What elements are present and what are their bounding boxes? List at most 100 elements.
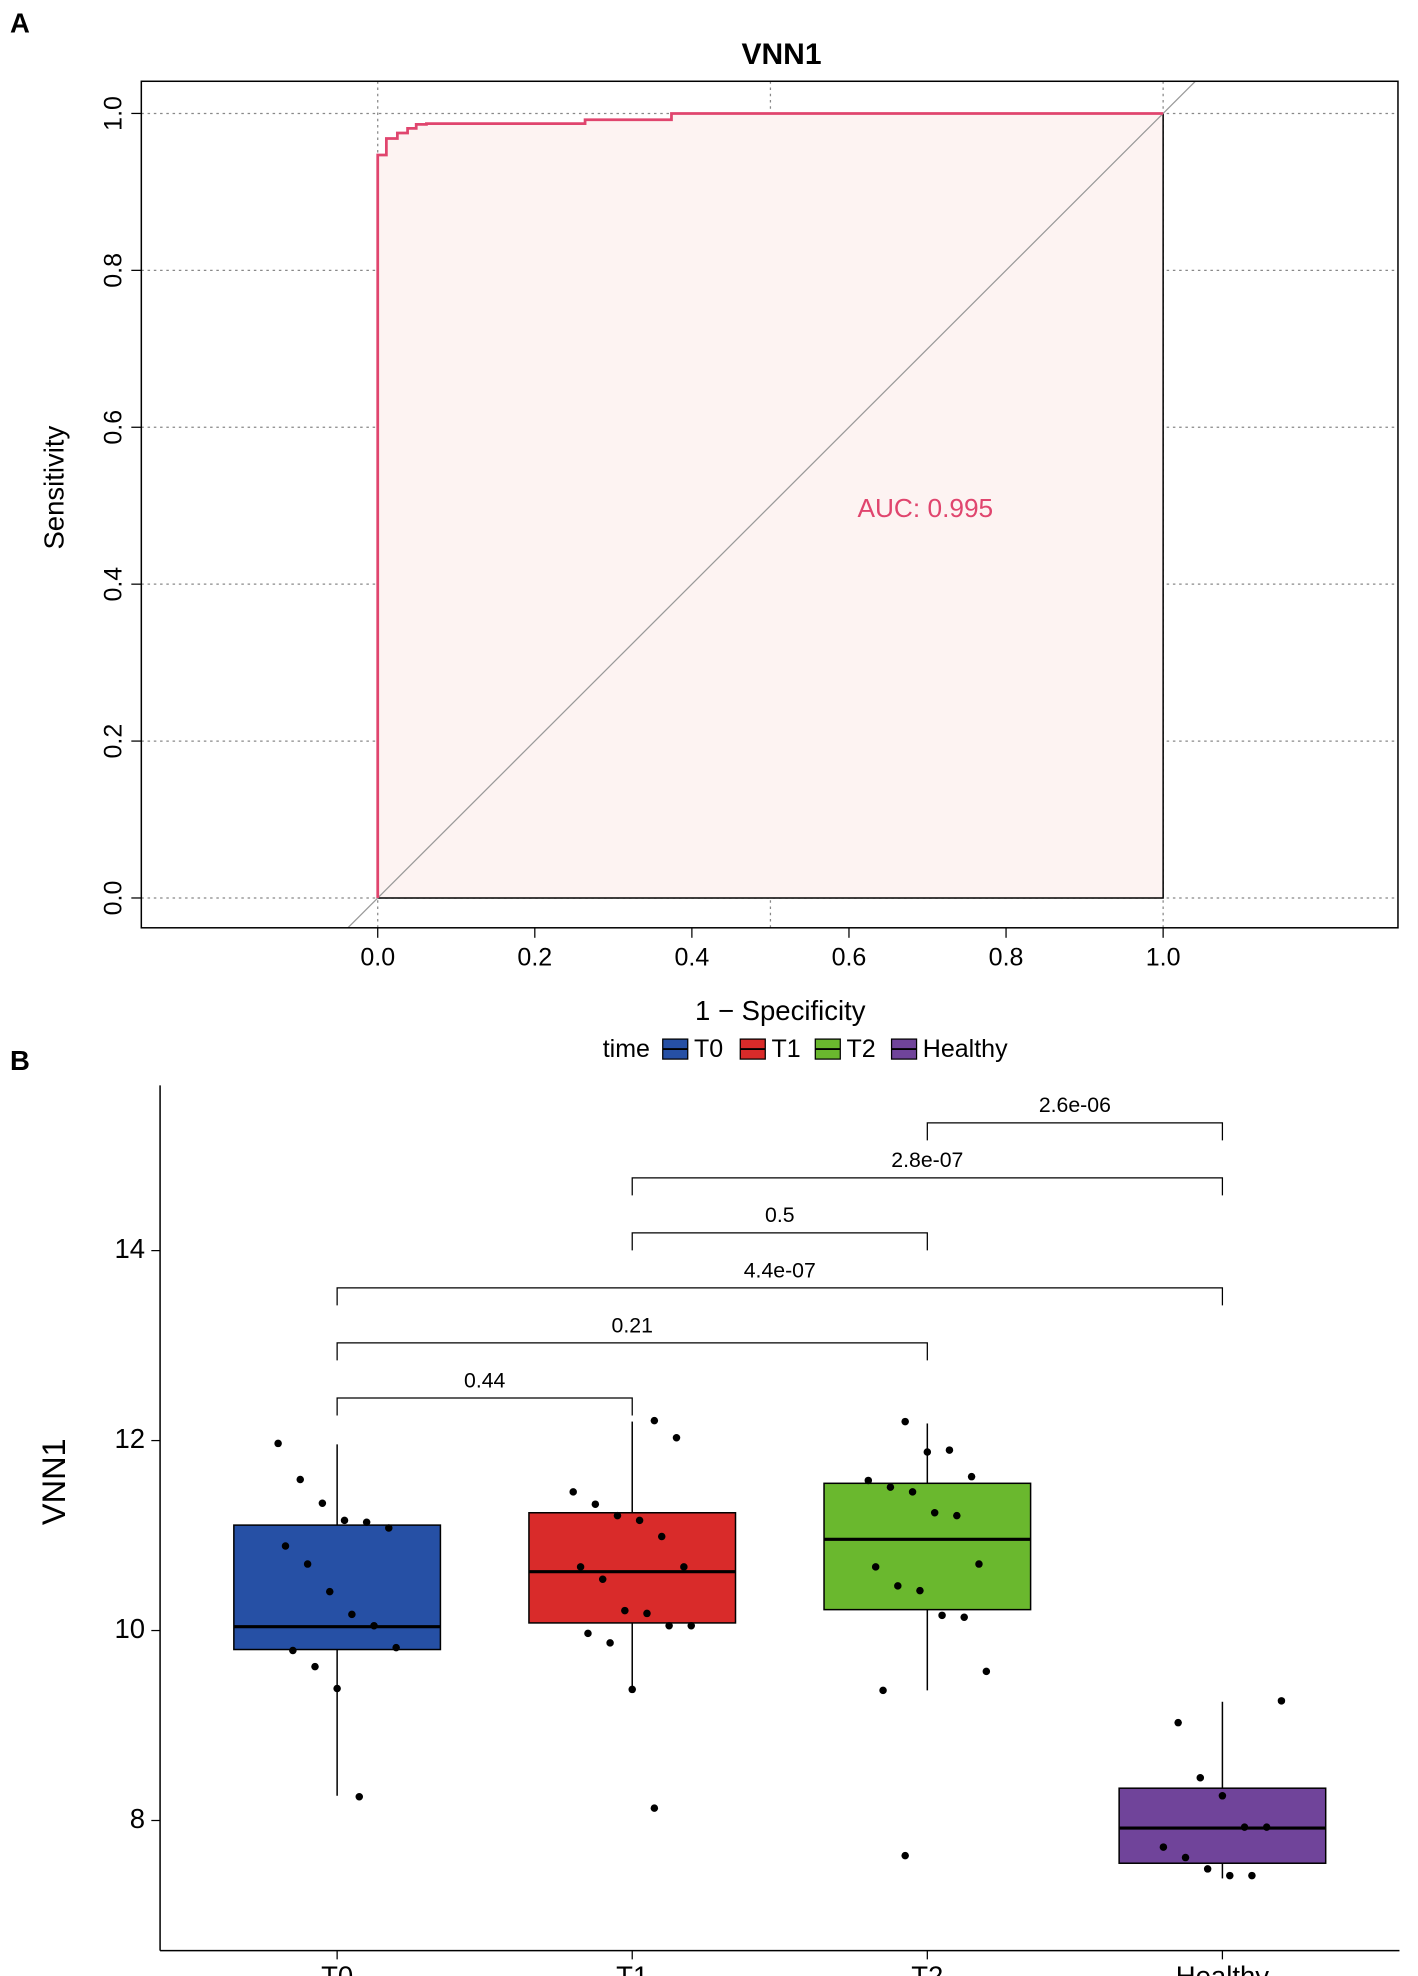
reference-diagonal	[347, 80, 1196, 929]
plot-frame	[140, 80, 1399, 929]
y-tick-label: 0.4	[100, 567, 128, 602]
panel-label: A	[10, 7, 30, 38]
data-point	[916, 1586, 924, 1595]
data-point	[591, 1500, 600, 1508]
y-tick-label: 0.8	[100, 253, 128, 288]
data-point	[1218, 1792, 1227, 1800]
data-point	[370, 1622, 378, 1630]
roc-line	[376, 112, 1164, 898]
legend-label: T1	[772, 1035, 801, 1063]
p-value-label: 2.6e-06	[1039, 1093, 1111, 1117]
data-point	[967, 1472, 976, 1481]
data-point	[650, 1416, 659, 1425]
annotation: AUC: 0.995	[857, 493, 993, 523]
x-tick-label: T0	[321, 1960, 353, 1976]
data-point	[886, 1483, 895, 1491]
data-point	[318, 1499, 327, 1508]
data-point	[1196, 1774, 1205, 1782]
y-tick-label: 12	[114, 1423, 145, 1454]
y-axis-label: VNN1	[36, 1438, 72, 1525]
data-point	[1181, 1853, 1190, 1862]
data-point	[901, 1417, 909, 1426]
x-tick-label: 0.0	[360, 944, 395, 972]
data-point	[296, 1475, 304, 1484]
data-point	[687, 1622, 695, 1630]
y-tick-label: 14	[114, 1233, 145, 1264]
data-point	[303, 1560, 312, 1568]
p-value-label: 0.21	[612, 1313, 653, 1337]
data-point	[901, 1851, 909, 1860]
data-point	[930, 1509, 939, 1517]
data-point	[613, 1511, 622, 1520]
box	[233, 1524, 442, 1651]
data-point	[362, 1518, 371, 1527]
data-point	[1226, 1871, 1234, 1880]
data-point	[908, 1488, 917, 1496]
data-point	[621, 1606, 629, 1615]
data-point	[1174, 1718, 1182, 1727]
data-point	[672, 1433, 681, 1442]
x-tick-label: Healthy	[1176, 1960, 1269, 1976]
x-axis-label: 1 − Specificity	[695, 995, 866, 1026]
legend-title: time	[603, 1035, 650, 1063]
significance-bracket	[336, 1287, 1224, 1306]
significance-bracket	[336, 1342, 928, 1361]
y-tick-label: 1.0	[100, 96, 128, 131]
y-tick-label: 10	[114, 1613, 145, 1644]
data-point	[945, 1446, 954, 1454]
significance-bracket	[336, 1397, 633, 1416]
y-tick-label: 0.0	[100, 881, 128, 916]
data-point	[340, 1516, 349, 1525]
data-point	[894, 1582, 902, 1590]
data-point	[569, 1488, 577, 1496]
p-value-label: 0.5	[765, 1203, 795, 1227]
x-tick-label: T1	[616, 1960, 648, 1976]
data-point	[385, 1524, 393, 1532]
y-tick-label: 0.6	[100, 410, 128, 445]
x-tick-label: 0.6	[832, 944, 867, 972]
data-point	[650, 1804, 659, 1812]
data-point	[1240, 1823, 1249, 1831]
data-point	[274, 1439, 282, 1448]
panel-label: B	[10, 1045, 30, 1076]
data-point	[864, 1476, 873, 1485]
y-tick-label: 8	[130, 1803, 145, 1834]
data-point	[923, 1448, 932, 1456]
data-point	[643, 1609, 651, 1618]
data-point	[289, 1646, 297, 1655]
data-point	[1262, 1823, 1271, 1831]
data-point	[584, 1629, 592, 1638]
data-point	[953, 1511, 961, 1520]
data-point	[680, 1563, 688, 1571]
data-point	[982, 1667, 991, 1676]
legend-label: T2	[847, 1035, 876, 1063]
data-point	[879, 1686, 887, 1695]
box	[528, 1512, 737, 1624]
legend-label: T0	[694, 1035, 723, 1063]
data-point	[1159, 1843, 1168, 1851]
data-point	[348, 1610, 356, 1619]
data-point	[960, 1613, 968, 1621]
data-point	[598, 1575, 607, 1583]
p-value-label: 2.8e-07	[891, 1148, 963, 1172]
p-value-label: 4.4e-07	[744, 1258, 816, 1282]
data-point	[392, 1643, 400, 1652]
data-point	[311, 1662, 319, 1671]
data-point	[355, 1792, 364, 1801]
data-point	[1248, 1871, 1256, 1880]
data-point	[657, 1532, 666, 1541]
data-point	[281, 1542, 290, 1550]
data-point	[326, 1587, 334, 1596]
box	[1118, 1787, 1327, 1864]
data-point	[635, 1516, 644, 1525]
y-tick-label: 0.2	[100, 724, 128, 759]
legend-label: Healthy	[923, 1035, 1008, 1063]
x-tick-label: 0.4	[675, 944, 710, 972]
x-tick-label: 1.0	[1146, 944, 1181, 972]
data-point	[576, 1563, 585, 1571]
data-point	[871, 1563, 880, 1571]
data-point	[628, 1685, 636, 1694]
data-point	[606, 1639, 614, 1647]
y-axis-label: Sensitivity	[39, 426, 70, 550]
